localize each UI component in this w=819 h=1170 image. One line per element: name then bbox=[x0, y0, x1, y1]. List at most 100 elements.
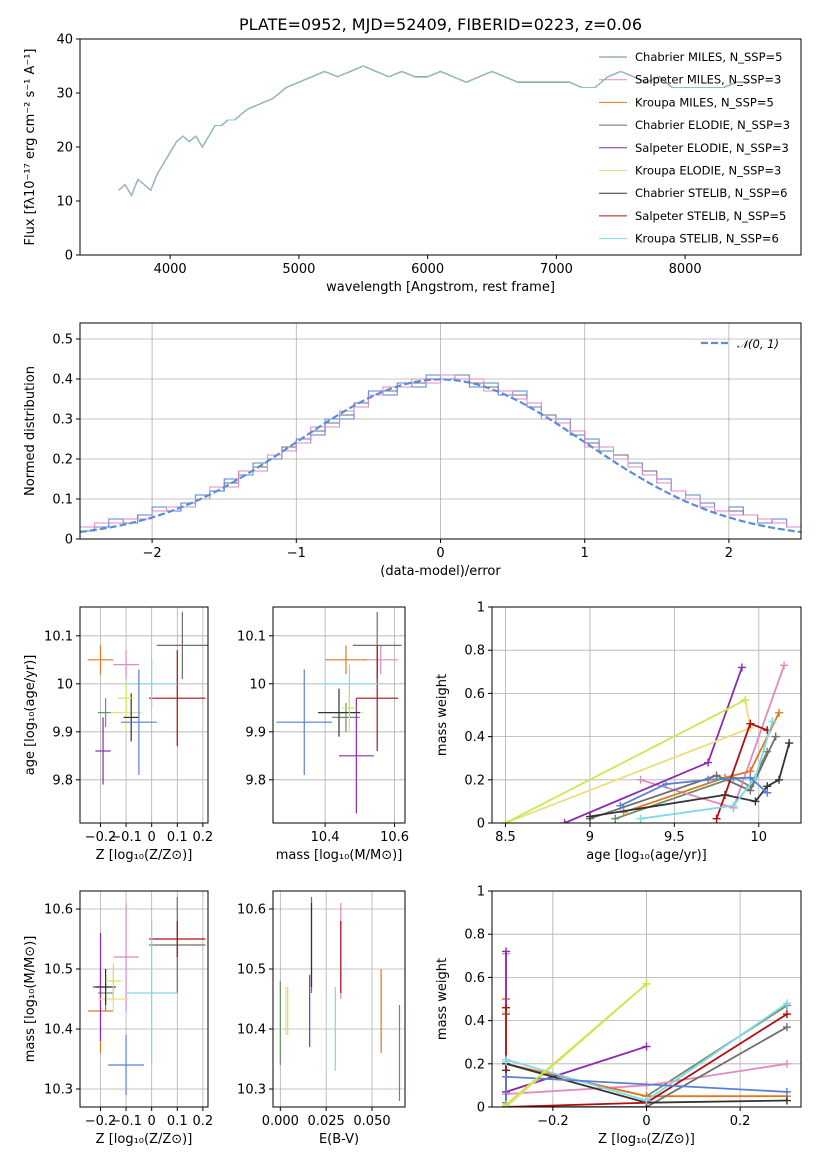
spectrum-plot-area bbox=[118, 65, 750, 197]
weight-marker bbox=[782, 999, 791, 1008]
x-tick-label: −2 bbox=[143, 546, 162, 561]
weight-marker bbox=[585, 812, 594, 821]
y-tick-label: 0.5 bbox=[52, 333, 73, 348]
residuals-plot-area bbox=[80, 374, 801, 539]
legend-entry: Salpeter ELODIE, N_SSP=3 bbox=[635, 141, 789, 155]
x-tick-label: −1 bbox=[287, 546, 306, 561]
y-tick-label: 0.8 bbox=[464, 928, 485, 943]
y-tick-label: 0.4 bbox=[464, 730, 485, 745]
residuals-panel: −2 −1 0 1 2 0 0.1 0.2 0.3 0.4 0.5 (data-model)/erro… bbox=[23, 322, 802, 579]
weight-marker bbox=[642, 1096, 651, 1105]
x-tick-label: 1 bbox=[581, 546, 589, 561]
massweight-vs-Z-panel: −0.2 0 0.2 0 0.2 0.4 0.6 0.8 1 Z [log₁₀(Z/Z⊙)] mas… bbox=[435, 885, 802, 1147]
weight-line bbox=[505, 951, 647, 1094]
weight-marker bbox=[782, 1059, 791, 1068]
mass-vs-EBV-panel: 0.000 0.025 0.050 10.3 10.4 10.5 10.6 E(B-V) bbox=[237, 890, 406, 1147]
weight-marker bbox=[712, 814, 721, 823]
y-tick-label: 10.1 bbox=[237, 629, 266, 644]
y-tick-label: 10 bbox=[249, 677, 266, 692]
x-axis-label: mass [log₁₀(M/M⊙)] bbox=[276, 848, 403, 863]
mass-vs-EBV-plot-area bbox=[279, 897, 401, 1101]
weight-line bbox=[640, 721, 774, 820]
massweight-vs-age-panel: 8.5 9 9.5 10 0 0.2 0.4 0.6 0.8 1 age [log₁₀(age/yr… bbox=[435, 601, 802, 863]
legend-entry: Kroupa ELODIE, N_SSP=3 bbox=[635, 164, 781, 178]
histogram-step bbox=[80, 374, 801, 539]
weight-line bbox=[505, 699, 746, 823]
axes-frame bbox=[491, 890, 802, 1108]
x-tick-label: −0.2 bbox=[85, 830, 117, 845]
y-tick-label: 0.2 bbox=[464, 1057, 485, 1072]
weight-marker bbox=[502, 1072, 511, 1081]
weight-marker bbox=[768, 717, 777, 726]
weight-marker bbox=[611, 814, 620, 823]
weight-marker bbox=[560, 819, 569, 823]
weight-marker bbox=[746, 719, 755, 728]
weight-marker bbox=[729, 801, 738, 810]
legend-entry: Chabrier ELODIE, N_SSP=3 bbox=[635, 118, 790, 132]
y-tick-label: 10.6 bbox=[237, 903, 266, 918]
weight-marker bbox=[616, 801, 625, 810]
y-tick-label: 0.8 bbox=[464, 644, 485, 659]
weight-line bbox=[589, 736, 777, 820]
x-axis-label: wavelength [Angstrom, rest frame] bbox=[326, 280, 555, 295]
weight-marker bbox=[782, 1010, 791, 1019]
x-tick-label: 0.000 bbox=[262, 1114, 299, 1129]
axes-frame bbox=[79, 322, 802, 540]
legend-entry: Salpeter STELIB, N_SSP=5 bbox=[635, 209, 786, 223]
y-tick-label: 0.6 bbox=[464, 687, 485, 702]
chart-title: PLATE=0952, MJD=52409, FIBERID=0223, z=0… bbox=[239, 15, 642, 34]
y-tick-label: 10.4 bbox=[237, 1023, 266, 1038]
age-vs-mass-plot-area bbox=[276, 611, 402, 814]
y-axis-label: mass weight bbox=[435, 958, 450, 1040]
x-axis-label: Z [log₁₀(Z/Z⊙)] bbox=[96, 848, 193, 863]
y-tick-label: 0.6 bbox=[464, 971, 485, 986]
weight-marker bbox=[502, 947, 511, 956]
spectrum-panel: 4000 5000 6000 7000 8000 0 10 20 30 40 wavelength … bbox=[23, 15, 802, 295]
x-axis-label: (data-model)/error bbox=[380, 564, 501, 579]
axes-frame bbox=[79, 38, 802, 256]
x-tick-label: 5000 bbox=[282, 262, 315, 277]
weight-marker bbox=[737, 663, 746, 672]
weight-line bbox=[505, 983, 648, 1106]
y-tick-label: 0.3 bbox=[52, 413, 73, 428]
age-vs-Z-plot-area bbox=[87, 611, 208, 785]
axes-frame bbox=[272, 890, 406, 1108]
x-tick-label: 10 bbox=[751, 830, 768, 845]
weight-marker bbox=[642, 1042, 651, 1051]
x-tick-label: 0 bbox=[148, 830, 156, 845]
y-tick-label: 10.3 bbox=[44, 1083, 73, 1098]
weight-marker bbox=[771, 732, 780, 741]
x-axis-label: E(B-V) bbox=[319, 1132, 359, 1147]
series-line bbox=[118, 65, 750, 197]
y-tick-label: 0.4 bbox=[52, 373, 73, 388]
x-tick-label: 10.4 bbox=[311, 830, 340, 845]
x-tick-label: 0.1 bbox=[167, 830, 188, 845]
y-tick-label: 0.1 bbox=[52, 493, 73, 508]
y-tick-label: 0 bbox=[477, 817, 485, 832]
y-tick-label: 1 bbox=[477, 885, 485, 900]
weight-marker bbox=[741, 695, 750, 704]
weight-marker bbox=[704, 758, 713, 767]
weight-marker bbox=[785, 739, 794, 748]
age-vs-mass-panel: 10.4 10.6 9.8 9.9 10 10.1 mass [log₁₀(M/M⊙)] bbox=[237, 606, 409, 863]
y-tick-label: 0 bbox=[477, 1101, 485, 1116]
weight-marker bbox=[502, 1003, 511, 1012]
y-tick-label: 10.5 bbox=[44, 963, 73, 978]
y-tick-label: 10.4 bbox=[44, 1023, 73, 1038]
legend-entry: Chabrier MILES, N_SSP=5 bbox=[635, 50, 782, 64]
x-tick-label: 2 bbox=[725, 546, 733, 561]
legend-entry: Kroupa MILES, N_SSP=5 bbox=[635, 95, 774, 109]
weight-marker bbox=[763, 788, 772, 797]
x-tick-label: 6000 bbox=[411, 262, 444, 277]
weight-marker bbox=[636, 775, 645, 784]
y-tick-label: 10 bbox=[56, 677, 73, 692]
x-tick-label: 0 bbox=[642, 1114, 650, 1129]
weight-marker bbox=[642, 1081, 651, 1090]
y-tick-label: 10 bbox=[56, 195, 73, 210]
y-tick-label: 0 bbox=[65, 249, 73, 264]
y-tick-label: 10.3 bbox=[237, 1083, 266, 1098]
x-tick-label: 0.025 bbox=[308, 1114, 345, 1129]
x-tick-label: 10.6 bbox=[380, 830, 409, 845]
x-tick-label: 0 bbox=[436, 546, 444, 561]
